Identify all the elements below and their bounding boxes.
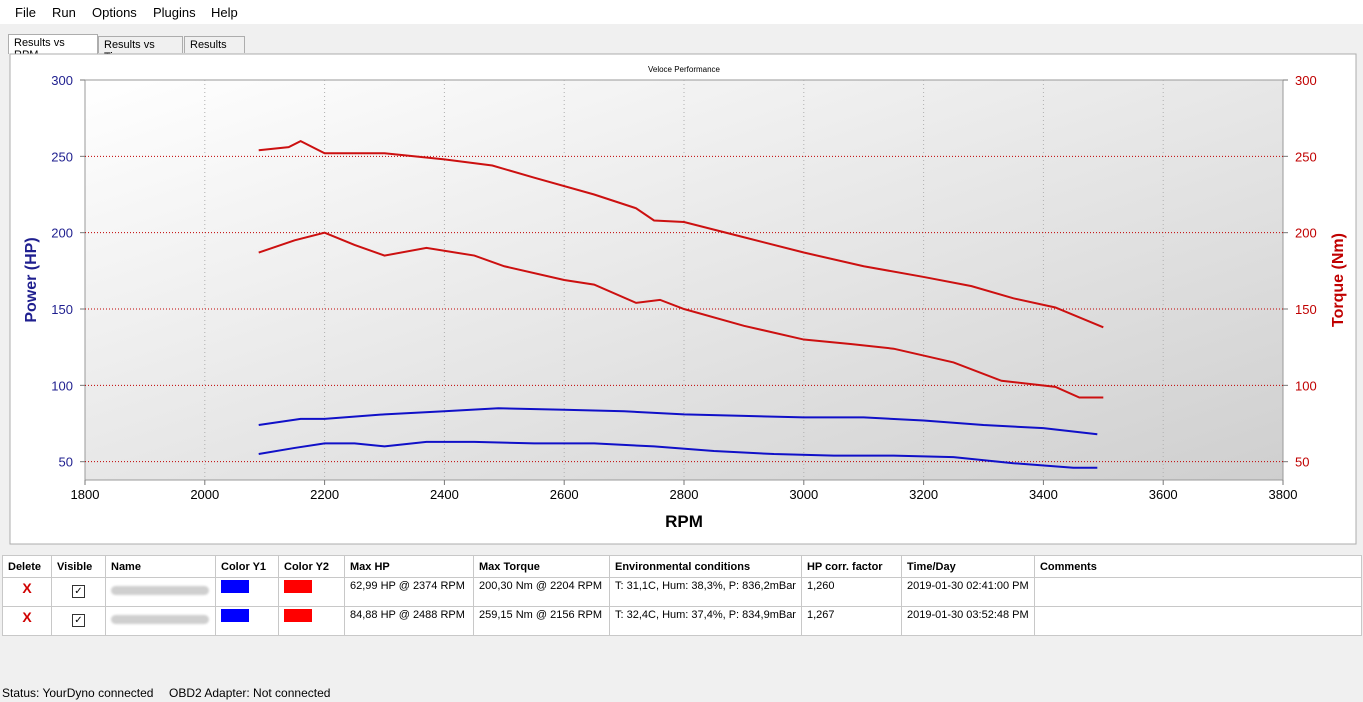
menu-item[interactable]: File bbox=[15, 5, 36, 20]
x-tick-label: 1800 bbox=[71, 487, 100, 502]
column-header: Visible bbox=[51, 555, 106, 578]
comments-cell bbox=[1033, 577, 1362, 607]
cell-corr: 1,267 bbox=[800, 606, 902, 636]
cell-max-torque: 259,15 Nm @ 2156 RPM bbox=[473, 606, 610, 636]
cell-time: 2019-01-30 03:52:48 PM bbox=[900, 606, 1035, 636]
visible-cell: ✓ bbox=[51, 577, 106, 607]
x-tick-label: 2000 bbox=[190, 487, 219, 502]
x-tick-label: 3400 bbox=[1029, 487, 1058, 502]
run-row: X ✓ 62,99 HP @ 2374 RPM 200,30 Nm @ 2204 RP… bbox=[2, 577, 1362, 607]
name-redacted bbox=[111, 615, 209, 624]
color-cell bbox=[215, 577, 279, 607]
visible-checkbox[interactable]: ✓ bbox=[72, 614, 85, 627]
tab[interactable]: Results vs RPM bbox=[8, 34, 98, 61]
y2-tick-label: 250 bbox=[1295, 149, 1317, 164]
run-row: X ✓ 84,88 HP @ 2488 RPM 259,15 Nm @ 2156 RP… bbox=[2, 606, 1362, 636]
delete-button[interactable]: X bbox=[2, 606, 52, 636]
column-header: Time/Day bbox=[900, 555, 1035, 578]
name-redacted bbox=[111, 586, 209, 595]
menu-item[interactable]: Plugins bbox=[153, 5, 196, 20]
column-header: Max HP bbox=[344, 555, 474, 578]
name-cell bbox=[105, 577, 216, 607]
column-header: HP corr. factor bbox=[800, 555, 902, 578]
status-text: Status: YourDyno connected bbox=[2, 686, 154, 700]
cell-corr: 1,260 bbox=[800, 577, 902, 607]
color-swatch[interactable] bbox=[221, 580, 249, 593]
status-text: OBD2 Adapter: Not connected bbox=[169, 686, 331, 700]
visible-checkbox[interactable]: ✓ bbox=[72, 585, 85, 598]
comments-cell bbox=[1033, 606, 1362, 636]
data-line bbox=[258, 139, 1104, 329]
x-tick-label: 2800 bbox=[670, 487, 699, 502]
chart: Veloce Performance 1800 2000 2200 2400 2600 28… bbox=[9, 53, 1357, 545]
x-axis-label: RPM bbox=[665, 512, 703, 531]
header-row: Delete Visible Name Color Y1 Color Y2 Max HP M… bbox=[2, 555, 1362, 578]
color-cell bbox=[278, 606, 345, 636]
y2-tick-label: 300 bbox=[1295, 73, 1317, 88]
cell-max-hp: 84,88 HP @ 2488 RPM bbox=[344, 606, 474, 636]
data-line bbox=[258, 440, 1098, 469]
column-header: Comments bbox=[1033, 555, 1362, 578]
cell-max-hp: 62,99 HP @ 2374 RPM bbox=[344, 577, 474, 607]
x-tick-label: 3200 bbox=[909, 487, 938, 502]
y2-tick-label: 100 bbox=[1295, 378, 1317, 393]
y2-tick-label: 200 bbox=[1295, 226, 1317, 241]
delete-button[interactable]: X bbox=[2, 577, 52, 607]
cell-env: T: 31,1C, Hum: 38,3%, P: 836,2mBar bbox=[609, 577, 802, 607]
data-line bbox=[258, 407, 1098, 436]
x-tick-label: 3000 bbox=[789, 487, 818, 502]
y-tick-label: 250 bbox=[51, 149, 73, 164]
x-tick-label: 3600 bbox=[1149, 487, 1178, 502]
y-tick-label: 100 bbox=[51, 378, 73, 393]
visible-cell: ✓ bbox=[51, 606, 106, 636]
x-tick-label: 3800 bbox=[1269, 487, 1298, 502]
y-axis-label: Power (HP) bbox=[23, 237, 40, 322]
cell-env: T: 32,4C, Hum: 37,4%, P: 834,9mBar bbox=[609, 606, 802, 636]
y2-tick-label: 150 bbox=[1295, 302, 1317, 317]
runs-table: Delete Visible Name Color Y1 Color Y2 Max HP M… bbox=[2, 555, 1362, 636]
y-tick-label: 200 bbox=[51, 226, 73, 241]
x-tick-label: 2400 bbox=[430, 487, 459, 502]
menu-item[interactable]: Run bbox=[52, 5, 76, 20]
cell-max-torque: 200,30 Nm @ 2204 RPM bbox=[473, 577, 610, 607]
column-header: Name bbox=[105, 555, 216, 578]
color-swatch[interactable] bbox=[284, 580, 312, 593]
data-line bbox=[258, 231, 1104, 399]
menu-bar: File Run Options Plugins Help bbox=[0, 0, 1363, 24]
y2-axis-label: Torque (Nm) bbox=[1330, 233, 1347, 327]
column-header: Environmental conditions bbox=[609, 555, 802, 578]
column-header: Max Torque bbox=[473, 555, 610, 578]
tab[interactable]: Results vs bbox=[184, 36, 245, 63]
color-cell bbox=[215, 606, 279, 636]
column-header: Color Y1 bbox=[215, 555, 279, 578]
column-header: Delete bbox=[2, 555, 52, 578]
x-tick-label: 2200 bbox=[310, 487, 339, 502]
chart-title: Veloce Performance bbox=[648, 65, 721, 74]
y-tick-label: 300 bbox=[51, 73, 73, 88]
menu-item[interactable]: Help bbox=[211, 5, 238, 20]
name-cell bbox=[105, 606, 216, 636]
x-tick-label: 2600 bbox=[550, 487, 579, 502]
color-swatch[interactable] bbox=[221, 609, 249, 622]
cell-time: 2019-01-30 02:41:00 PM bbox=[900, 577, 1035, 607]
color-swatch[interactable] bbox=[284, 609, 312, 622]
column-header: Color Y2 bbox=[278, 555, 345, 578]
color-cell bbox=[278, 577, 345, 607]
menu-item[interactable]: Options bbox=[92, 5, 137, 20]
y-tick-label: 50 bbox=[59, 455, 73, 470]
y-tick-label: 150 bbox=[51, 302, 73, 317]
y2-tick-label: 50 bbox=[1295, 455, 1309, 470]
